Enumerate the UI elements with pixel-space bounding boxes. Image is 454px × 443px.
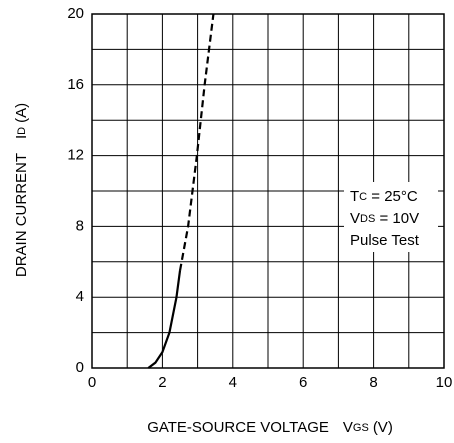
annotation-text: Pulse Test [350, 232, 420, 249]
annotation-text: = 10V [375, 210, 419, 227]
x-tick-label: 6 [299, 374, 307, 391]
x-axis-label-text: GATE-SOURCE VOLTAGE [147, 419, 329, 436]
y-axis-label-unit: (A) [13, 103, 30, 123]
data-line [178, 13, 215, 271]
plot-frame [91, 13, 445, 369]
x-axis-label: GATE-SOURCE VOLTAGE VGS (V) [147, 419, 393, 436]
annotation: TC = 25°C [350, 188, 418, 205]
data-line [147, 270, 182, 369]
y-axis-label-symbol: I [13, 135, 30, 139]
x-tick-label: 4 [229, 374, 237, 391]
annotation-sub: DS [360, 213, 375, 225]
x-tick-label: 2 [158, 374, 166, 391]
annotation: Pulse Test [350, 232, 420, 249]
y-tick-label: 8 [76, 217, 84, 234]
x-tick-label: 0 [88, 374, 96, 391]
annotation-box [344, 182, 438, 252]
x-axis-label-symbol: V [343, 419, 353, 436]
annotation: VDS = 10V [350, 210, 419, 227]
y-axis-label-text: DRAIN CURRENT [13, 153, 30, 277]
y-axis-label: DRAIN CURRENT ID (A) [13, 103, 30, 277]
y-tick-label: 20 [67, 5, 84, 22]
x-axis-label-unit: (V) [373, 419, 393, 436]
y-tick-label: 12 [67, 147, 84, 164]
annotation-sub: C [359, 191, 367, 203]
annotation-text: = 25°C [367, 188, 418, 205]
annotation-text: V [350, 210, 360, 227]
x-tick-label: 8 [369, 374, 377, 391]
x-tick-label: 10 [436, 374, 453, 391]
y-axis-label-sub: D [16, 127, 28, 135]
y-tick-label: 0 [76, 359, 84, 376]
y-tick-label: 16 [67, 76, 84, 93]
y-tick-label: 4 [76, 288, 84, 305]
x-axis-label-sub: GS [353, 422, 369, 434]
annotation-text: T [350, 188, 359, 205]
